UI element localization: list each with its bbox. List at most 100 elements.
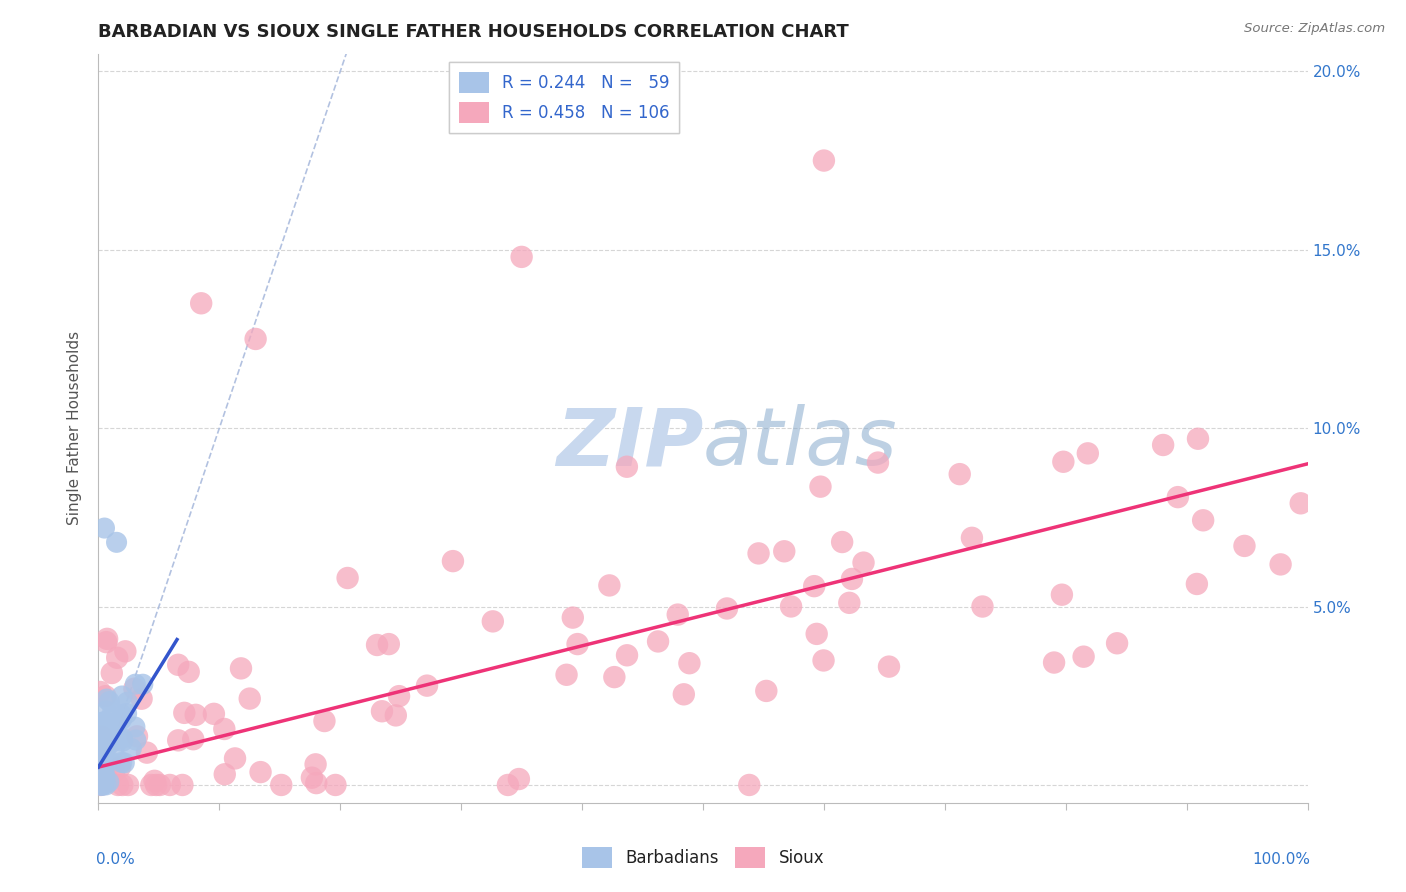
Point: [91, 769, 114, 783]
Point: [93, 765, 115, 780]
Point: [111, 708, 134, 723]
Point: [93, 748, 115, 763]
Point: [94, 778, 117, 792]
Point: [124, 681, 146, 696]
Point: [510, 250, 533, 264]
Point: [94, 771, 117, 785]
Point: [616, 459, 638, 474]
Point: [87, 778, 110, 792]
Point: [508, 772, 530, 786]
Point: [101, 666, 124, 681]
Point: [1167, 490, 1189, 504]
Point: [1107, 636, 1129, 650]
Point: [567, 637, 589, 651]
Point: [143, 773, 166, 788]
Point: [105, 726, 128, 740]
Point: [555, 667, 578, 681]
Point: [141, 778, 163, 792]
Point: [716, 601, 738, 615]
Point: [149, 778, 172, 792]
Point: [90, 730, 112, 744]
Point: [98, 754, 121, 768]
Point: [91, 737, 114, 751]
Point: [270, 778, 292, 792]
Point: [866, 456, 889, 470]
Point: [561, 610, 583, 624]
Point: [90, 766, 112, 780]
Point: [1187, 432, 1209, 446]
Point: [115, 706, 138, 721]
Point: [371, 704, 394, 718]
Point: [90, 778, 112, 792]
Point: [229, 661, 252, 675]
Point: [813, 153, 835, 168]
Point: [91, 769, 114, 783]
Point: [96, 632, 118, 646]
Point: [224, 751, 246, 765]
Point: [172, 778, 194, 792]
Point: [202, 706, 225, 721]
Point: [1289, 496, 1312, 510]
Point: [877, 659, 900, 673]
Point: [105, 650, 128, 665]
Point: [336, 571, 359, 585]
Point: [214, 767, 236, 781]
Point: [960, 531, 983, 545]
Point: [96, 635, 118, 649]
Point: [245, 332, 267, 346]
Point: [314, 714, 336, 728]
Point: [239, 691, 262, 706]
Point: [117, 778, 139, 792]
Point: [441, 554, 464, 568]
Point: [101, 706, 124, 720]
Point: [100, 736, 122, 750]
Point: [101, 721, 124, 735]
Point: [94, 690, 117, 704]
Point: [755, 684, 778, 698]
Point: [1233, 539, 1256, 553]
Point: [773, 544, 796, 558]
Point: [90, 778, 112, 792]
Point: [1043, 656, 1066, 670]
Point: [89, 754, 111, 768]
Point: [647, 634, 669, 648]
Point: [90, 778, 112, 792]
Point: [810, 480, 832, 494]
Point: [111, 756, 134, 770]
Point: [93, 728, 115, 742]
Text: atlas: atlas: [703, 404, 898, 483]
Point: [378, 637, 401, 651]
Point: [325, 778, 347, 792]
Legend: Barbadians, Sioux: Barbadians, Sioux: [575, 840, 831, 875]
Point: [388, 689, 411, 703]
Point: [167, 657, 190, 672]
Point: [598, 578, 620, 592]
Point: [249, 765, 271, 780]
Point: [972, 599, 994, 614]
Point: [93, 732, 115, 747]
Point: [124, 720, 146, 734]
Point: [1192, 513, 1215, 527]
Point: [1052, 455, 1074, 469]
Text: ZIP: ZIP: [555, 404, 703, 483]
Point: [111, 712, 134, 726]
Point: [131, 691, 153, 706]
Point: [111, 731, 134, 746]
Point: [101, 718, 124, 732]
Point: [108, 760, 131, 774]
Point: [301, 771, 323, 785]
Point: [616, 648, 638, 663]
Point: [103, 764, 125, 778]
Point: [117, 695, 139, 709]
Point: [159, 778, 181, 792]
Point: [366, 638, 388, 652]
Point: [94, 714, 117, 729]
Point: [111, 689, 134, 703]
Point: [678, 656, 700, 670]
Point: [91, 778, 114, 792]
Point: [132, 677, 155, 691]
Point: [94, 753, 117, 767]
Point: [93, 737, 115, 751]
Point: [97, 775, 120, 789]
Point: [96, 726, 118, 740]
